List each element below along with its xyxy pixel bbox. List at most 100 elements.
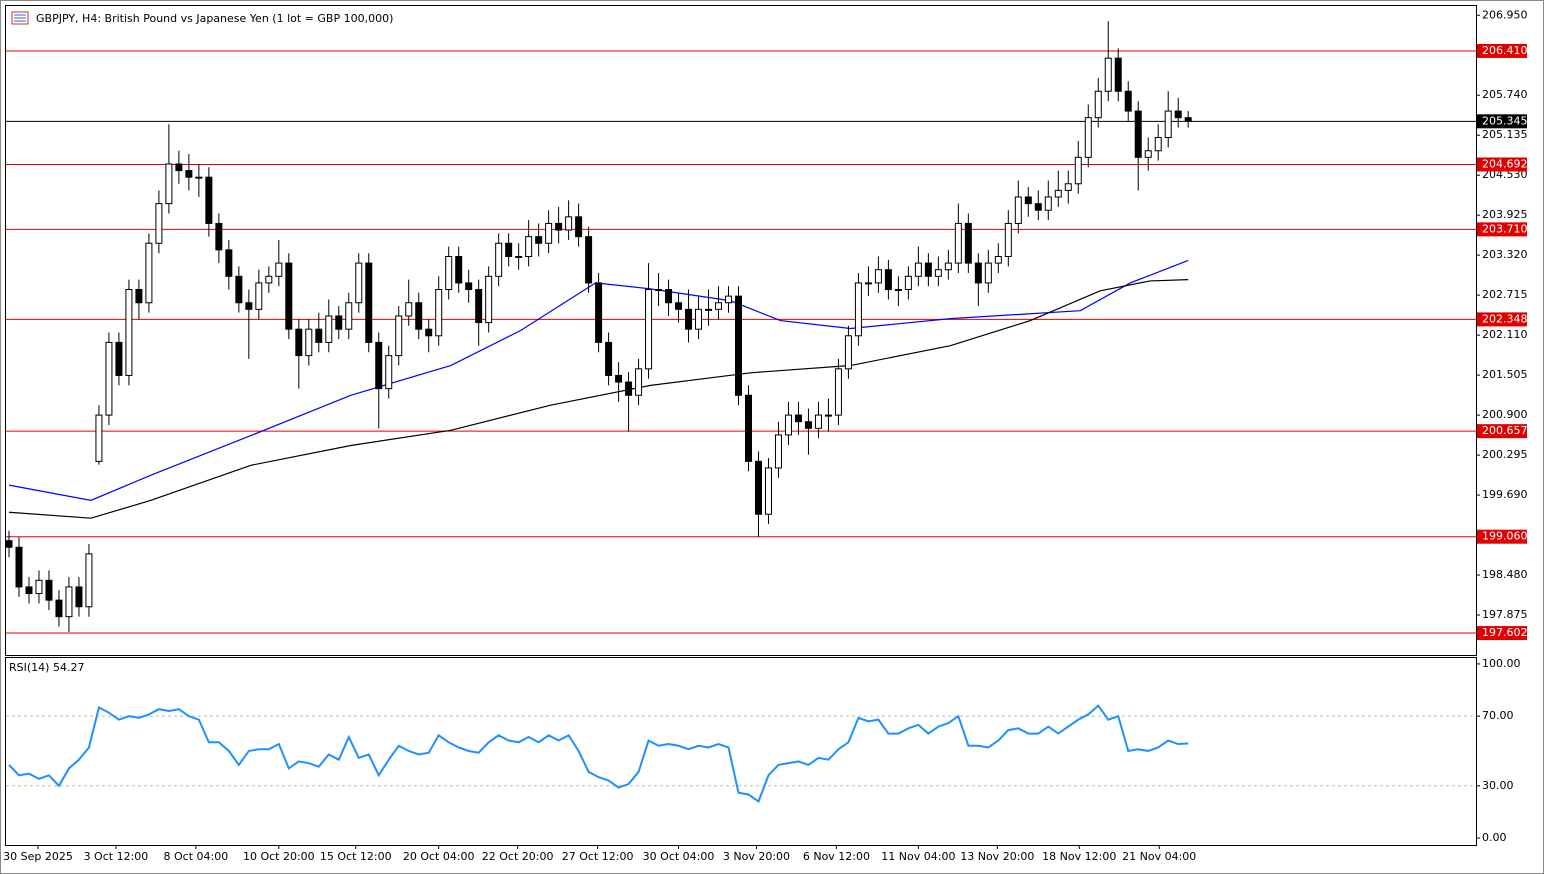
candle-body bbox=[1104, 57, 1112, 92]
candle-body bbox=[435, 289, 443, 337]
level-label: 204.692 bbox=[1482, 157, 1528, 170]
candle-body bbox=[235, 275, 243, 304]
y-tick-label: 205.740 bbox=[1482, 88, 1528, 101]
level-label: 199.060 bbox=[1482, 530, 1528, 543]
candle-body bbox=[385, 355, 393, 390]
candle-body bbox=[415, 302, 423, 330]
candle-body bbox=[655, 289, 663, 292]
rsi-panel bbox=[5, 657, 1477, 846]
candle-body bbox=[884, 269, 892, 291]
candle-body bbox=[135, 289, 143, 304]
level-label: 203.710 bbox=[1482, 222, 1528, 235]
candle-body bbox=[465, 282, 473, 291]
candle-body bbox=[65, 586, 73, 618]
y-tick-label: 200.900 bbox=[1482, 408, 1528, 421]
candle-body bbox=[345, 302, 353, 330]
candle-body bbox=[255, 282, 263, 310]
candle-body bbox=[365, 262, 373, 343]
candle-body bbox=[1004, 222, 1012, 257]
symbol-icon bbox=[11, 11, 29, 25]
y-tick-label: 205.135 bbox=[1482, 128, 1528, 141]
y-tick-label: 201.505 bbox=[1482, 368, 1528, 381]
candle-body bbox=[1074, 156, 1082, 185]
candle-body bbox=[595, 282, 603, 343]
rsi-title: RSI(14) 54.27 bbox=[9, 661, 84, 674]
candle-body bbox=[934, 269, 942, 277]
y-tick-label: 100.00 bbox=[1482, 657, 1521, 670]
candle-body bbox=[85, 553, 93, 608]
candle-body bbox=[924, 262, 932, 277]
candle-body bbox=[275, 262, 283, 277]
level-label: 202.348 bbox=[1482, 312, 1528, 325]
candle-body bbox=[744, 394, 752, 462]
candle-body bbox=[335, 315, 343, 330]
candle-body bbox=[245, 302, 253, 310]
candle-body bbox=[75, 586, 83, 608]
x-tick-label: 27 Oct 12:00 bbox=[562, 850, 634, 863]
level-tag bbox=[1477, 312, 1527, 327]
candle-body bbox=[585, 236, 593, 284]
x-tick-label: 21 Nov 04:00 bbox=[1122, 850, 1196, 863]
level-label: 206.410 bbox=[1482, 44, 1528, 57]
candle-body bbox=[565, 216, 573, 231]
candle-body bbox=[914, 262, 922, 277]
y-tick-label: 197.875 bbox=[1482, 608, 1528, 621]
level-tag bbox=[1477, 43, 1527, 58]
candle-body bbox=[315, 328, 323, 343]
candle-body bbox=[1124, 90, 1132, 112]
moving-average bbox=[8, 259, 1189, 501]
rsi-line bbox=[8, 704, 1189, 804]
level-label: 200.657 bbox=[1482, 424, 1528, 437]
x-tick-label: 15 Oct 12:00 bbox=[320, 850, 392, 863]
candle-body bbox=[685, 308, 693, 330]
candle-body bbox=[475, 289, 483, 324]
candle-body bbox=[1044, 196, 1052, 211]
candle-body bbox=[45, 579, 53, 601]
candle-body bbox=[125, 289, 133, 376]
candle-body bbox=[1034, 203, 1042, 211]
candle-body bbox=[215, 222, 223, 251]
candle-body bbox=[1174, 110, 1182, 119]
x-tick-label: 30 Oct 04:00 bbox=[643, 850, 715, 863]
level-tag bbox=[1477, 529, 1527, 544]
price-tag bbox=[1477, 114, 1527, 129]
x-tick-label: 6 Nov 12:00 bbox=[803, 850, 870, 863]
candle-body bbox=[1154, 137, 1162, 152]
candle-body bbox=[764, 467, 772, 515]
level-tag bbox=[1477, 157, 1527, 172]
candle-body bbox=[185, 170, 193, 178]
candle-body bbox=[705, 308, 713, 311]
candle-body bbox=[205, 176, 213, 224]
candle-body bbox=[375, 341, 383, 390]
x-tick-label: 18 Nov 12:00 bbox=[1042, 850, 1116, 863]
candle-body bbox=[155, 203, 163, 244]
y-tick-label: 202.715 bbox=[1482, 288, 1528, 301]
candle-body bbox=[675, 302, 683, 310]
candle-body bbox=[735, 295, 743, 396]
candle-body bbox=[864, 282, 872, 285]
candle-body bbox=[814, 414, 822, 429]
candle-body bbox=[95, 414, 103, 462]
candle-body bbox=[964, 222, 972, 264]
candle-body bbox=[944, 262, 952, 271]
candle-body bbox=[15, 546, 23, 588]
x-tick-label: 22 Oct 20:00 bbox=[482, 850, 554, 863]
y-tick-label: 203.320 bbox=[1482, 248, 1528, 261]
candle-body bbox=[904, 275, 912, 291]
candle-body bbox=[175, 163, 183, 172]
candle-body bbox=[605, 341, 613, 376]
candle-body bbox=[615, 374, 623, 383]
x-tick-label: 20 Oct 04:00 bbox=[403, 850, 475, 863]
candle-body bbox=[715, 302, 723, 310]
price-panel bbox=[5, 5, 1477, 656]
candle-body bbox=[115, 341, 123, 376]
level-label: 197.602 bbox=[1482, 626, 1528, 639]
candle-body bbox=[665, 289, 673, 304]
x-tick-label: 11 Nov 04:00 bbox=[881, 850, 955, 863]
candle-body bbox=[1024, 196, 1032, 205]
candle-body bbox=[145, 242, 153, 304]
candle-body bbox=[1084, 117, 1092, 158]
x-tick-label: 3 Nov 20:00 bbox=[723, 850, 790, 863]
x-tick-label: 3 Oct 12:00 bbox=[84, 850, 149, 863]
